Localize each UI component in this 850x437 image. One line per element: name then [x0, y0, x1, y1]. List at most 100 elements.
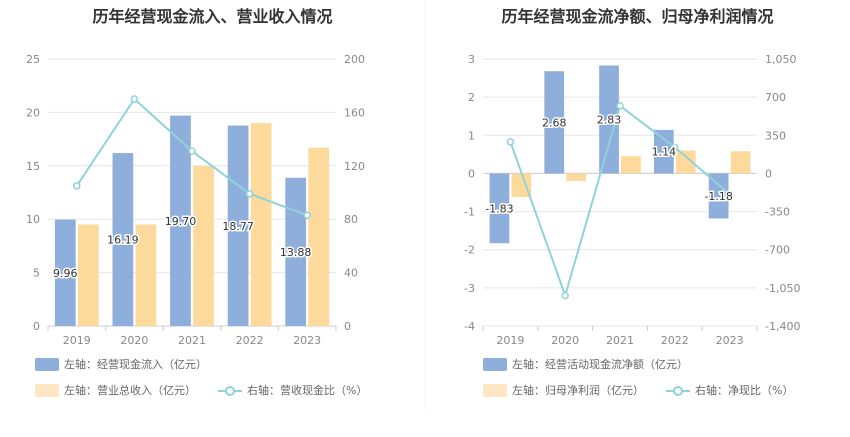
ratio-point: [188, 147, 196, 155]
x-tick-label: 2019: [63, 334, 91, 347]
legend-swatch-blue: [483, 357, 507, 371]
left-chart-plot: 0 5 10 15 20 25 0 40 80 120 160 200 2019 2020 2021 2022…: [26, 53, 365, 347]
bar-primary: [54, 219, 76, 326]
legend-item-net-cash-flow[interactable]: 左轴：经营活动现金流净额（亿元）: [483, 356, 688, 372]
y-left-tick-label: -2: [464, 244, 475, 257]
data-label: 1.14: [652, 146, 677, 159]
bar-secondary: [308, 147, 330, 326]
left-chart-title: 历年经营现金流入、营业收入情况: [92, 7, 333, 26]
legend-swatch-orange: [483, 383, 507, 397]
y-right-tick-label: 80: [344, 213, 358, 226]
right-chart-title: 历年经营现金流净额、归母净利润情况: [501, 7, 774, 26]
x-tick-label: 2023: [293, 334, 321, 347]
bar-secondary: [77, 224, 99, 326]
y-left-tick-label: 1: [468, 129, 475, 142]
legend-label: 左轴：营业总收入（亿元）: [64, 384, 196, 397]
data-label: -1.83: [485, 202, 513, 215]
data-label: 18.77: [222, 220, 254, 233]
bar-secondary: [566, 173, 587, 182]
bar-secondary: [511, 173, 532, 198]
bar-secondary: [193, 165, 214, 326]
x-tick-label: 2021: [178, 334, 206, 347]
y-left-tick-label: 0: [33, 320, 40, 333]
right-chart-panel: 历年经营现金流净额、归母净利润情况 3 2 1 0 -1 -2 -3 -4 1,050 700 35…: [425, 0, 850, 437]
legend-label: 左轴：经营现金流入（亿元）: [64, 358, 207, 371]
bar-secondary: [675, 150, 696, 174]
y-left-tick-label: 10: [26, 213, 40, 226]
x-tick-label: 2023: [716, 334, 744, 347]
y-right-tick-label: -350: [765, 206, 790, 219]
y-left-tick-label: 0: [468, 167, 475, 180]
bar-primary: [112, 153, 134, 326]
ratio-line: [75, 97, 308, 217]
legend-swatch-line: [218, 384, 242, 397]
data-label: 13.88: [280, 246, 312, 259]
left-chart-legend: 左轴：经营现金流入（亿元） 左轴：营业总收入（亿元） 右轴：营收现金比（%）: [35, 356, 425, 406]
y-left-tick-label: 3: [468, 53, 475, 66]
x-tick-label: 2021: [606, 334, 634, 347]
y-left-tick-label: 5: [33, 267, 40, 280]
legend-item-net-profit[interactable]: 左轴：归母净利润（亿元）: [483, 382, 644, 398]
right-chart-plot: 3 2 1 0 -1 -2 -3 -4 1,050 700 350 0 -350 -700 -1,050 -1…: [464, 53, 800, 347]
y-right-tick-label: 0: [765, 167, 772, 180]
y-left-tick-label: 20: [26, 106, 40, 119]
panel-divider: [425, 0, 426, 410]
bar-primary: [285, 177, 307, 326]
y-left-tick-label: -3: [464, 282, 475, 295]
legend-item-revenue[interactable]: 左轴：营业总收入（亿元）: [35, 382, 196, 398]
y-right-tick-label: -1,400: [765, 320, 800, 333]
bar-secondary: [730, 151, 751, 174]
y-right-tick-label: 200: [344, 53, 365, 66]
bar-primary: [170, 115, 191, 326]
y-left-tick-label: 2: [468, 91, 475, 104]
y-right-tick-label: 0: [344, 320, 351, 333]
data-label: 9.96: [53, 267, 78, 280]
y-right-tick-label: 160: [344, 106, 365, 119]
y-right-tick-label: 1,050: [765, 53, 797, 66]
bar-primary: [599, 65, 619, 174]
ratio-point: [303, 211, 311, 219]
legend-swatch-line: [666, 384, 690, 397]
ratio-line: [509, 104, 731, 299]
y-right-tick-label: 120: [344, 160, 365, 173]
legend-item-cash-ratio[interactable]: 右轴：营收现金比（%）: [218, 382, 367, 398]
ratio-point: [245, 190, 254, 198]
ratio-point: [73, 182, 81, 190]
bar-secondary: [621, 156, 641, 174]
legend-label: 左轴：归母净利润（亿元）: [512, 384, 644, 397]
ratio-point: [725, 190, 734, 198]
bar-primary: [227, 125, 249, 326]
y-left-tick-label: 15: [26, 160, 40, 173]
x-tick-label: 2020: [120, 334, 148, 347]
ratio-point: [616, 102, 624, 110]
data-label: 2.68: [542, 116, 567, 129]
bar-secondary: [250, 123, 272, 326]
bar-primary: [653, 129, 674, 174]
legend-swatch-blue: [35, 357, 59, 371]
y-right-tick-label: 700: [765, 91, 786, 104]
x-tick-label: 2022: [661, 334, 689, 347]
bar-primary: [708, 173, 729, 219]
x-tick-label: 2022: [236, 334, 264, 347]
bar-primary: [489, 173, 510, 244]
legend-label: 右轴：净现比（%）: [695, 384, 794, 397]
ratio-point: [506, 138, 515, 146]
legend-label: 左轴：经营活动现金流净额（亿元）: [512, 358, 688, 371]
data-label: -1.18: [704, 190, 732, 203]
legend-item-net-cash-ratio[interactable]: 右轴：净现比（%）: [666, 382, 793, 398]
ratio-point: [671, 143, 679, 152]
y-right-tick-label: -1,050: [765, 282, 800, 295]
data-label: 19.70: [165, 215, 197, 228]
x-tick-label: 2019: [496, 334, 524, 347]
y-left-tick-label: -1: [464, 206, 475, 219]
right-chart-legend: 左轴：经营活动现金流净额（亿元） 左轴：归母净利润（亿元） 右轴：净现比（%）: [483, 356, 850, 406]
left-chart-panel: 历年经营现金流入、营业收入情况 0 5 10 15 20 25 0 40 80 120 160 200…: [26, 7, 425, 406]
data-label: 2.83: [597, 113, 622, 126]
y-right-tick-label: -700: [765, 244, 790, 257]
legend-swatch-orange: [35, 383, 59, 397]
ratio-point: [561, 291, 569, 300]
data-label: 16.19: [107, 234, 139, 247]
y-right-tick-label: 350: [765, 129, 786, 142]
ratio-point: [130, 95, 139, 103]
legend-item-cash-inflow[interactable]: 左轴：经营现金流入（亿元）: [35, 356, 207, 372]
